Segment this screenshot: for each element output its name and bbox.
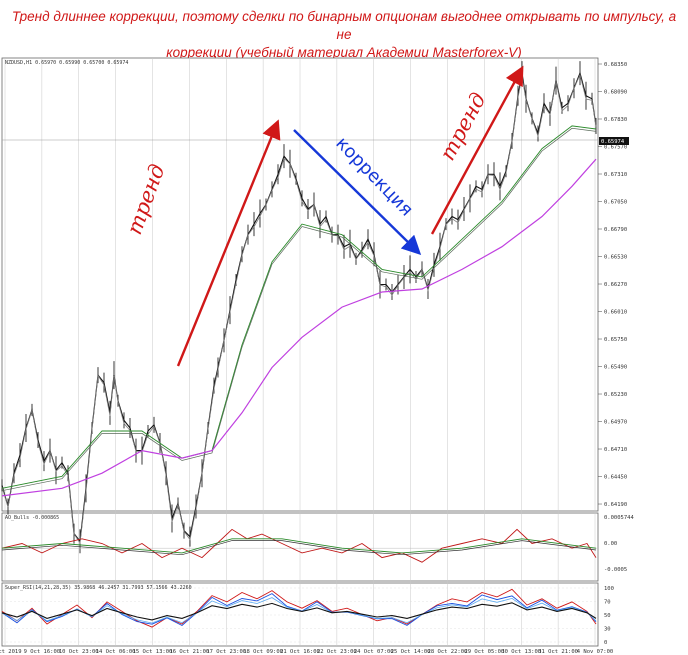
x-tick-label: 21 Oct 16:00 (280, 649, 320, 655)
price-tick-label: 0.67830 (604, 117, 627, 123)
x-tick-label: 29 Oct 05:00 (465, 649, 505, 655)
current-price-box (599, 137, 629, 145)
x-tick-label: 17 Oct 23:00 (206, 649, 246, 655)
price-tick-label: 0.66530 (604, 255, 627, 261)
x-tick-label: 18 Oct 09:00 (243, 649, 283, 655)
x-tick-label: 24 Oct 07:00 (354, 649, 394, 655)
price-tick-label: 0.64190 (604, 502, 627, 508)
price-tick-label: 0.65750 (604, 337, 627, 343)
price-tick-label: 0.65490 (604, 365, 627, 371)
x-tick-label: 14 Oct 06:00 (96, 649, 136, 655)
ma-fast-grey (1, 73, 597, 545)
x-tick-label: 4 Nov 07:00 (577, 649, 613, 655)
current-price-label: 0.65974 (601, 139, 625, 145)
x-tick-label: 25 Oct 14:00 (391, 649, 431, 655)
x-tick-label: 9 Oct 16:00 (24, 649, 60, 655)
price-tick-label: 0.65230 (604, 392, 627, 398)
rsi-header: Super_RSI(14,21,28,35) 35.9868 46.2457 3… (5, 585, 192, 591)
price-tick-label: 0.67570 (604, 145, 627, 151)
price-tick-label: 0.66790 (604, 227, 627, 233)
main-header: NZDUSD,H1 0.65970 0.65990 0.65700 0.6597… (5, 60, 128, 66)
x-tick-label: 15 Oct 13:00 (133, 649, 173, 655)
price-tick-label: 0.67050 (604, 200, 627, 206)
uptrend-arrow-1 (176, 119, 281, 367)
x-tick-label: 30 Oct 13:00 (501, 649, 541, 655)
price-line (1, 71, 597, 543)
caption-line-2: коррекции (учебный материал Академии Mas… (166, 45, 522, 60)
series-layer (1, 61, 598, 628)
price-tick-label: 0.67310 (604, 172, 627, 178)
horizontal-grid (2, 63, 602, 643)
ma-green (1, 125, 597, 489)
ao-line-red (1, 528, 597, 563)
ao-tick-label: -0.0005 (604, 567, 627, 573)
x-tick-label: 22 Oct 23:00 (317, 649, 357, 655)
ma-dark-green (1, 127, 597, 492)
ao-header: AO_Bulls -0.000865 (5, 515, 59, 521)
price-tick-label: 0.64710 (604, 447, 627, 453)
x-tick-label: 10 Oct 23:00 (59, 649, 99, 655)
ao-tick-label: 0.0005744 (604, 515, 634, 521)
x-tick-label: 31 Oct 21:00 (538, 649, 578, 655)
correction-arrow (293, 129, 422, 256)
chart-caption: Тренд длиннее коррекции, поэтому сделки … (10, 8, 678, 62)
rsi-line-black (1, 602, 597, 621)
ma-slow-magenta (1, 158, 597, 497)
x-tick-label: 28 Oct 22:00 (428, 649, 468, 655)
ao-tick-label: 0.00 (604, 541, 617, 547)
uptrend-arrow-2 (430, 65, 524, 235)
x-tick-label: 16 Oct 21:00 (170, 649, 210, 655)
ao-signal-black (1, 540, 597, 556)
price-tick-label: 0.64450 (604, 475, 627, 481)
price-tick-label: 0.68090 (604, 90, 627, 96)
price-tick-label: 0.66270 (604, 282, 627, 288)
caption-line-1: Тренд длиннее коррекции, поэтому сделки … (11, 9, 677, 42)
rsi-tick-label: 100 (604, 586, 614, 592)
price-tick-label: 0.68350 (604, 62, 627, 68)
x-tick-label: 8 Oct 2019 (0, 649, 22, 655)
ao-signal-green (1, 538, 597, 554)
rsi-tick-label: 70 (604, 600, 611, 606)
rsi-tick-label: 0 (604, 640, 607, 646)
price-tick-label: 0.64970 (604, 420, 627, 426)
rsi-tick-label: 50 (604, 613, 611, 619)
price-tick-label: 0.66010 (604, 310, 627, 316)
rsi-line-red (1, 588, 597, 628)
rsi-tick-label: 30 (604, 627, 611, 633)
